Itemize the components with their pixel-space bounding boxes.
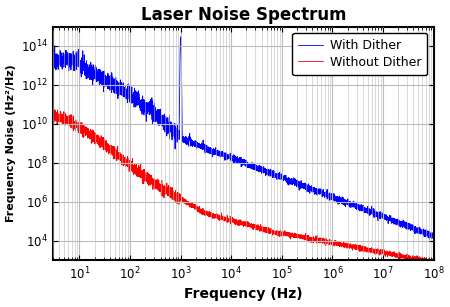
Without Dither: [363, 247, 369, 250]
With Dither: [279, 172, 284, 176]
With Dither: [119, 94, 125, 98]
Without Dither: [279, 233, 284, 237]
With Dither: [50, 59, 56, 62]
With Dither: [431, 238, 436, 242]
X-axis label: Frequency (Hz): Frequency (Hz): [184, 287, 303, 301]
With Dither: [178, 35, 183, 39]
Y-axis label: Frequency Noise (Hz²/Hz): Frequency Noise (Hz²/Hz): [5, 64, 16, 222]
With Dither: [298, 183, 303, 187]
Without Dither: [420, 260, 426, 264]
Line: With Dither: With Dither: [53, 37, 434, 240]
Without Dither: [196, 205, 201, 209]
Without Dither: [431, 260, 436, 264]
Without Dither: [298, 235, 303, 239]
Text: THORLABS: THORLABS: [342, 64, 397, 73]
Without Dither: [119, 161, 125, 165]
Without Dither: [50, 107, 56, 111]
Legend: With Dither, Without Dither: With Dither, Without Dither: [292, 33, 428, 75]
With Dither: [363, 210, 369, 213]
Without Dither: [334, 240, 340, 244]
Line: Without Dither: Without Dither: [53, 109, 434, 262]
With Dither: [196, 143, 201, 147]
With Dither: [334, 199, 340, 202]
Title: Laser Noise Spectrum: Laser Noise Spectrum: [140, 6, 346, 24]
